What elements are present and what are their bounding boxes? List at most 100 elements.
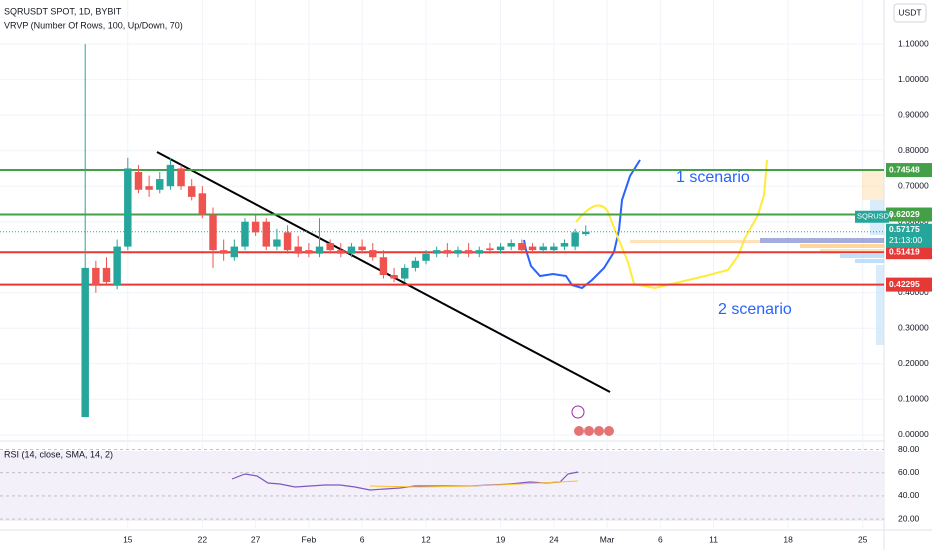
- candle-body: [507, 243, 515, 247]
- candle-body: [124, 168, 132, 247]
- y-tick-label: 1.10000: [898, 38, 929, 48]
- candle-body: [251, 221, 260, 233]
- candle-body: [92, 267, 100, 286]
- candle-body: [283, 232, 292, 251]
- candle-body: [187, 186, 196, 197]
- candle-body: [422, 253, 430, 261]
- y-tick-label: 0.10000: [898, 394, 929, 404]
- y-tick-label: 0.80000: [898, 145, 929, 155]
- candle-body: [262, 221, 270, 247]
- candle-body: [379, 257, 388, 275]
- currency[interactable]: USDT: [898, 7, 921, 17]
- symbol-label: SQRUSDT: [857, 212, 894, 221]
- countdown: 21:13:00: [889, 235, 922, 245]
- y-tick-label: 0.70000: [898, 180, 929, 190]
- x-tick-label: 22: [198, 534, 208, 544]
- candle-body: [518, 243, 526, 251]
- y-tick-label: 0.40000: [898, 287, 929, 297]
- candle-body: [347, 246, 356, 254]
- candle-body: [166, 164, 175, 187]
- candle-body: [400, 267, 409, 279]
- level-label: 0.51419: [889, 246, 920, 256]
- rsi-tick-label: 80.00: [898, 444, 920, 454]
- scenario-1-path: [523, 159, 641, 290]
- candle-body: [113, 246, 121, 286]
- volume-profile: [630, 170, 884, 345]
- candle-body: [198, 193, 207, 215]
- last-price-box: [886, 223, 932, 248]
- scenario-2-path: [575, 159, 768, 290]
- x-tick-label: 15: [123, 534, 133, 544]
- rsi-ma: [369, 480, 579, 488]
- candle-body: [464, 250, 473, 254]
- last-price-label: 0.57175: [889, 224, 920, 234]
- foreground: [0, 44, 884, 418]
- candle-body: [496, 246, 505, 251]
- candle-body: [315, 246, 324, 254]
- candle-body: [337, 250, 345, 254]
- candle-body: [582, 231, 590, 235]
- x-tick-label: 6: [360, 534, 365, 544]
- rsi-tick-label: 60.00: [898, 467, 920, 477]
- rsi-tick-label: 40.00: [898, 490, 920, 500]
- candle-body: [443, 250, 452, 254]
- indicator-title: VRVP (Number Of Rows, 100, Up/Down, 70): [4, 20, 183, 30]
- event-icon[interactable]: [571, 405, 585, 419]
- annotation: 2 scenario: [718, 301, 792, 318]
- level-label-box: [886, 245, 932, 260]
- y-tick-label: 0.00000: [898, 429, 929, 439]
- candle-body: [432, 250, 441, 254]
- symbol-box: [855, 210, 889, 223]
- y-tick-label: 0.20000: [898, 358, 929, 368]
- level-label-box: [886, 277, 932, 292]
- x-tick-label: Feb: [302, 534, 317, 544]
- x-tick-label: 19: [496, 534, 506, 544]
- chart-title: SQRUSDT SPOT, 1D, BYBIT: [4, 6, 122, 16]
- candle-body: [305, 250, 313, 254]
- level-label-box: [886, 207, 932, 222]
- candle-body: [209, 214, 217, 251]
- candle-body: [550, 246, 558, 251]
- level-label: 0.42295: [889, 279, 920, 289]
- level-label-box: [886, 163, 932, 178]
- candle-body: [571, 232, 579, 247]
- candle-body: [454, 250, 462, 254]
- x-tick-label: 11: [709, 534, 718, 544]
- y-tick-label: 0.90000: [898, 109, 929, 119]
- annotation: 1 scenario: [676, 169, 750, 186]
- candle-body: [411, 260, 420, 268]
- rsi-title: RSI (14, close, SMA, 14, 2): [4, 449, 113, 459]
- candle-body: [273, 239, 281, 247]
- candle-body: [219, 250, 228, 254]
- earnings-icons[interactable]: [574, 426, 614, 436]
- candle-body: [177, 168, 185, 187]
- candle-body: [358, 246, 366, 251]
- candle-body: [390, 274, 398, 279]
- candle-body: [539, 246, 547, 251]
- currency-button[interactable]: [893, 3, 927, 23]
- candle-body: [326, 243, 334, 251]
- x-tick-label: Mar: [600, 534, 615, 544]
- candle-body: [560, 243, 569, 247]
- candle-body: [102, 267, 111, 283]
- candle-body: [134, 172, 143, 190]
- x-tick-label: 25: [858, 534, 868, 544]
- x-tick-label: 12: [421, 534, 431, 544]
- x-tick-label: 18: [783, 534, 793, 544]
- candle-body: [486, 248, 494, 251]
- candle-body: [528, 246, 537, 251]
- rsi-tick-label: 20.00: [898, 513, 920, 523]
- y-tick-label: 1.00000: [898, 74, 929, 84]
- level-label: 0.62029: [889, 209, 920, 219]
- candle-body: [145, 186, 153, 190]
- x-tick-label: 27: [251, 534, 261, 544]
- base: [0, 0, 884, 530]
- candle-body: [81, 267, 89, 418]
- candle-body: [475, 250, 484, 254]
- level-label: 0.74548: [889, 164, 920, 174]
- candle-body: [369, 250, 377, 258]
- candle-body: [294, 246, 302, 254]
- candle-body: [156, 179, 164, 190]
- y-tick-label: 0.30000: [898, 323, 929, 333]
